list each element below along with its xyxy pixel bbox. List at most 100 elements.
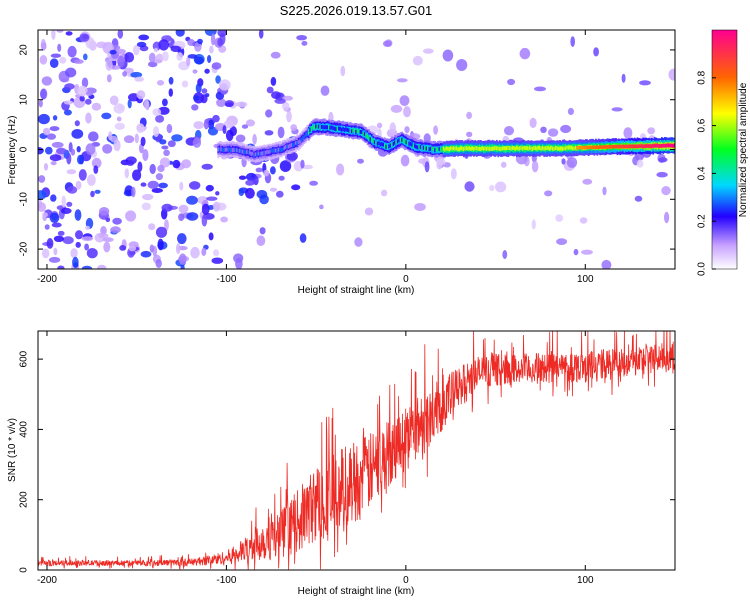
spectrogram-y-tick-label: -10	[19, 192, 30, 207]
spectrogram-ridge-cell	[300, 138, 303, 143]
spectrogram-ridge-cell	[547, 145, 550, 150]
spectrogram-ridge-cell	[355, 130, 357, 134]
spectrogram-cell	[141, 202, 151, 211]
spectrogram-cell	[143, 98, 150, 110]
spectrogram-ridge-cell	[421, 145, 424, 150]
snr-x-tick-label: 0	[403, 575, 409, 586]
spectrogram-ridge-cell	[444, 147, 446, 152]
spectrogram-ridge-cell	[504, 146, 507, 151]
spectrogram-ridge-core	[663, 144, 666, 148]
spectrogram-cell	[658, 157, 668, 163]
spectrogram-ridge-cell	[406, 140, 409, 145]
spectrogram-ridge-core	[642, 144, 645, 148]
spectrogram-cell	[131, 186, 136, 198]
spectrogram-cell	[200, 94, 208, 104]
spectrogram-ridge-cell	[310, 126, 313, 131]
spectrogram-cell	[215, 75, 221, 84]
spectrogram-x-tick-label: 0	[403, 274, 409, 285]
spectrogram-cell	[116, 116, 122, 122]
spectrogram-ridge-cell	[480, 147, 482, 151]
spectrogram-ridge-cell	[362, 131, 365, 136]
spectrogram-cell	[380, 189, 388, 197]
spectrogram-cell	[119, 245, 127, 251]
spectrogram-cell	[102, 144, 113, 154]
spectrogram-ridge-cell	[478, 146, 481, 151]
spectrogram-cell	[122, 71, 128, 77]
spectrogram-ridge-core	[628, 144, 630, 149]
spectrogram-cell	[84, 243, 89, 251]
spectrogram-ridge-core	[612, 145, 614, 149]
spectrogram-cell	[567, 107, 575, 116]
spectrogram-ridge-cell	[260, 151, 263, 156]
spectrogram-ridge-cell	[296, 140, 299, 145]
spectrogram-cell	[270, 166, 276, 175]
spectrogram-ridge-cell	[554, 146, 557, 150]
spectrogram-cell	[213, 201, 221, 212]
spectrogram-ridge-cell	[556, 146, 558, 151]
spectrogram-y-tick-label: -20	[19, 241, 30, 256]
spectrogram-cell	[136, 123, 145, 134]
spectrogram-ridge-cell	[549, 146, 551, 151]
spectrogram-cell	[162, 51, 169, 62]
spectrogram-cell	[193, 95, 200, 101]
spectrogram-ridge-cell	[530, 146, 533, 151]
colorbar-tick-label: 0.8	[697, 70, 708, 84]
spectrogram-cell	[128, 245, 137, 252]
spectrogram-cell	[65, 67, 77, 78]
spectrogram-cell	[124, 168, 129, 179]
spectrogram-cell	[534, 86, 546, 92]
spectrogram-ridge-cell	[562, 146, 564, 151]
spectrogram-cell	[161, 145, 169, 150]
spectrogram-ridge-cell	[322, 125, 324, 130]
spectrogram-ridge-cell	[316, 124, 319, 129]
spectrogram-ridge-cell	[517, 146, 520, 151]
spectrogram-ridge-cell	[481, 146, 484, 151]
spectrogram-ridge-cell	[471, 146, 474, 151]
spectrogram-cell	[602, 186, 607, 196]
spectrogram-ridge-cell	[299, 139, 302, 144]
spectrogram-ridge-cell	[234, 148, 237, 153]
spectrogram-ridge-cell	[452, 146, 455, 151]
spectrogram-ridge-cell	[338, 126, 340, 131]
spectrogram-cell	[38, 190, 47, 200]
spectrogram-ridge-cell	[402, 138, 405, 143]
spectrogram-cell	[354, 237, 363, 247]
spectrogram-cell	[442, 49, 454, 62]
spectrogram-cell	[235, 134, 246, 143]
spectrogram-cell	[207, 126, 219, 136]
spectrogram-ridge-cell	[572, 146, 574, 151]
spectrogram-cell	[162, 98, 168, 107]
spectrogram-cell	[42, 248, 50, 259]
spectrogram-cell	[45, 146, 53, 155]
spectrogram-ridge-core	[622, 144, 624, 149]
spectrogram-cell	[74, 209, 82, 221]
spectrogram-ridge-cell	[292, 143, 294, 148]
spectrogram-ridge-cell	[521, 146, 524, 151]
spectrogram-cell	[168, 88, 173, 97]
spectrogram-ridge-core	[645, 144, 647, 148]
spectrogram-ridge-cell	[491, 146, 494, 151]
spectrogram-cell	[389, 122, 396, 134]
spectrogram-cell	[85, 225, 90, 231]
spectrogram-ridge-cell	[424, 146, 426, 151]
spectrogram-ridge-cell	[493, 146, 495, 151]
spectrogram-ridge-cell	[373, 140, 376, 145]
spectrogram-cell	[113, 139, 121, 152]
spectrogram-cell	[504, 126, 514, 136]
spectrogram-cell	[403, 106, 411, 118]
spectrogram-ridge-cell	[339, 126, 342, 131]
spectrogram-cell	[194, 56, 204, 65]
spectrogram-cell	[123, 135, 135, 144]
spectrogram-ridge-cell	[319, 125, 322, 130]
spectrogram-ridge-cell	[218, 147, 221, 152]
spectrogram-ridge-cell	[253, 153, 256, 158]
spectrogram-cell	[216, 98, 227, 107]
spectrogram-cell	[85, 91, 93, 97]
spectrogram-cell	[195, 83, 202, 94]
snr-y-tick-label: 600	[19, 350, 30, 367]
spectrogram-cell	[64, 83, 75, 90]
spectrogram-ridge-cell	[329, 125, 332, 130]
spectrogram-ridge-cell	[395, 140, 398, 145]
spectrogram-ridge-cell	[507, 146, 510, 150]
spectrogram-cell	[634, 195, 643, 202]
